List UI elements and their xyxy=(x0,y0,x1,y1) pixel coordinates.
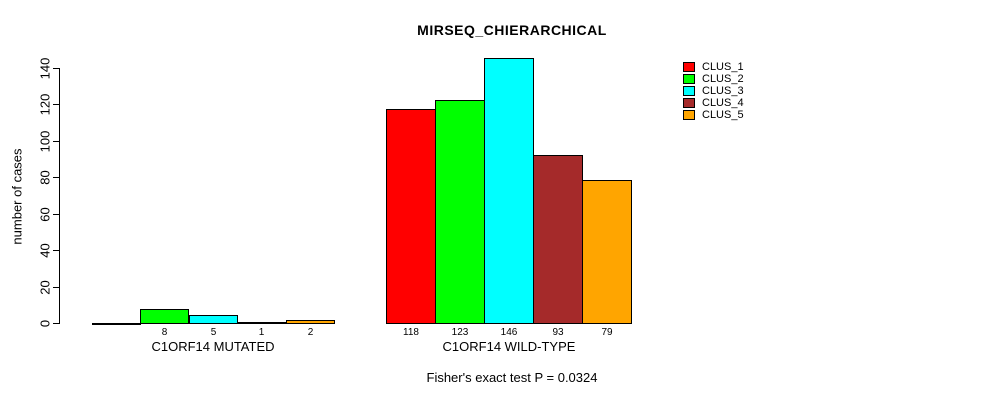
y-tick-label: 100 xyxy=(37,130,53,153)
legend-swatch-icon xyxy=(683,110,695,120)
bar-clus_1-group1 xyxy=(92,323,141,325)
y-tick-label: 80 xyxy=(37,170,53,185)
legend-item-clus_2: CLUS_2 xyxy=(683,73,744,85)
y-tick-label: 60 xyxy=(37,207,53,222)
bar-clus_4-group1 xyxy=(237,322,286,324)
bar-clus_5-group2 xyxy=(582,180,632,324)
legend-swatch-icon xyxy=(683,98,695,108)
bar-value-label: 5 xyxy=(210,327,217,338)
bar-clus_3-group1 xyxy=(189,315,238,324)
y-tick-mark xyxy=(53,250,59,251)
y-tick-label: 20 xyxy=(37,280,53,295)
y-tick-mark xyxy=(53,141,59,142)
y-tick-mark xyxy=(53,104,59,105)
bar-value-label: 8 xyxy=(161,327,168,338)
fisher-test-annotation: Fisher's exact test P = 0.0324 xyxy=(426,370,598,385)
bar-value-label: 93 xyxy=(552,327,564,338)
legend: CLUS_1 CLUS_2 CLUS_3 CLUS_4 CLUS_5 xyxy=(683,61,744,121)
y-tick-mark xyxy=(53,214,59,215)
y-tick-label: 140 xyxy=(37,57,53,80)
y-axis-label: number of cases xyxy=(9,148,25,245)
legend-item-clus_3: CLUS_3 xyxy=(683,85,744,97)
chart-title: MIRSEQ_CHIERARCHICAL xyxy=(417,22,607,38)
bar-clus_2-group1 xyxy=(140,309,189,324)
legend-item-clus_1: CLUS_1 xyxy=(683,61,744,73)
legend-label: CLUS_4 xyxy=(702,97,744,109)
group-label-1: C1ORF14 MUTATED xyxy=(151,339,275,354)
bar-value-label: 1 xyxy=(258,327,265,338)
legend-item-clus_4: CLUS_4 xyxy=(683,97,744,109)
y-tick-mark xyxy=(53,177,59,178)
legend-swatch-icon xyxy=(683,86,695,96)
bar-clus_5-group1 xyxy=(286,320,335,324)
bar-clus_3-group2 xyxy=(484,58,534,324)
y-tick-label: 120 xyxy=(37,93,53,116)
bar-value-label: 2 xyxy=(307,327,314,338)
legend-label: CLUS_5 xyxy=(702,109,744,121)
legend-label: CLUS_2 xyxy=(702,73,744,85)
bar-clus_1-group2 xyxy=(386,109,436,324)
y-tick-mark xyxy=(53,68,59,69)
legend-label: CLUS_1 xyxy=(702,61,744,73)
legend-swatch-icon xyxy=(683,74,695,84)
y-tick-mark xyxy=(53,323,59,324)
legend-item-clus_5: CLUS_5 xyxy=(683,109,744,121)
bar-value-label: 146 xyxy=(500,327,518,338)
legend-swatch-icon xyxy=(683,62,695,72)
legend-label: CLUS_3 xyxy=(702,85,744,97)
bar-value-label: 118 xyxy=(403,327,419,338)
bar-clus_4-group2 xyxy=(533,155,583,324)
bar-value-label: 79 xyxy=(601,327,613,338)
group-label-2: C1ORF14 WILD-TYPE xyxy=(442,339,576,354)
y-axis-line xyxy=(59,68,60,324)
y-tick-label: 0 xyxy=(37,319,53,328)
y-tick-label: 40 xyxy=(37,243,53,258)
y-tick-mark xyxy=(53,287,59,288)
bar-value-label: 123 xyxy=(451,327,469,338)
bar-clus_2-group2 xyxy=(435,100,485,324)
